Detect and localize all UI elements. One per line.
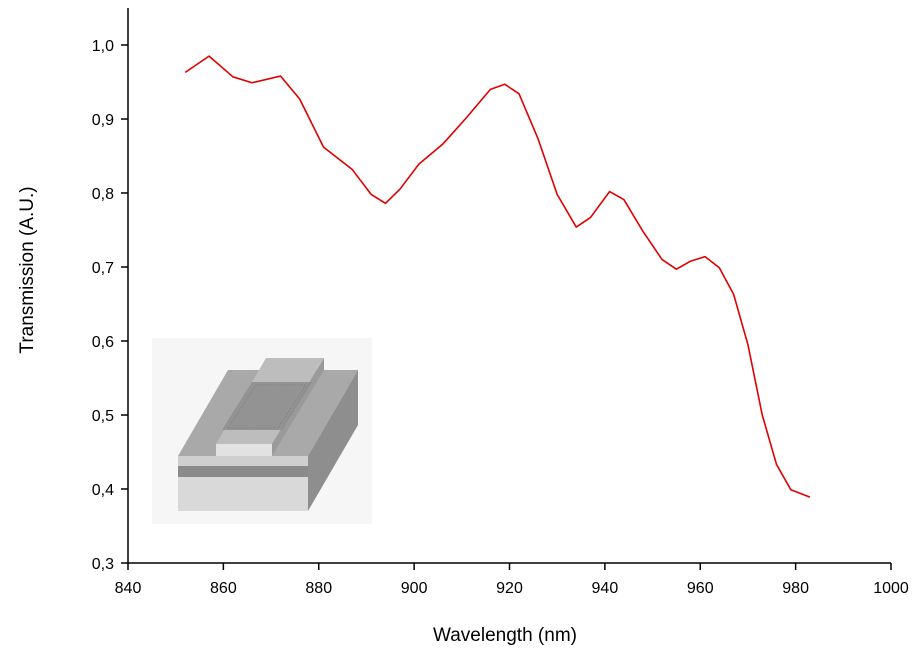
x-tick-label: 920 xyxy=(496,580,523,597)
y-tick-label: 0,6 xyxy=(92,334,114,351)
y-tick-label: 0,7 xyxy=(92,260,114,277)
data-line xyxy=(184,55,811,498)
y-tick-label: 0,8 xyxy=(92,186,114,203)
y-tick-label: 0,4 xyxy=(92,482,114,499)
x-axis-label: Wavelength (nm) xyxy=(433,625,577,646)
y-tick-label: 1,0 xyxy=(92,38,114,55)
y-tick-label: 0,9 xyxy=(92,112,114,129)
x-tick-label: 860 xyxy=(210,580,237,597)
x-tick-label: 960 xyxy=(687,580,714,597)
inset-device xyxy=(152,338,372,524)
x-tick-label: 980 xyxy=(782,580,809,597)
x-tick-label: 840 xyxy=(115,580,142,597)
y-tick-label: 0,3 xyxy=(92,556,114,573)
y-tick-label: 0,5 xyxy=(92,408,114,425)
y-axis-label: Transmission (A.U.) xyxy=(17,186,38,353)
x-tick-label: 940 xyxy=(592,580,619,597)
x-tick-label: 1000 xyxy=(873,580,909,597)
x-tick-label: 900 xyxy=(401,580,428,597)
x-tick-label: 880 xyxy=(305,580,332,597)
